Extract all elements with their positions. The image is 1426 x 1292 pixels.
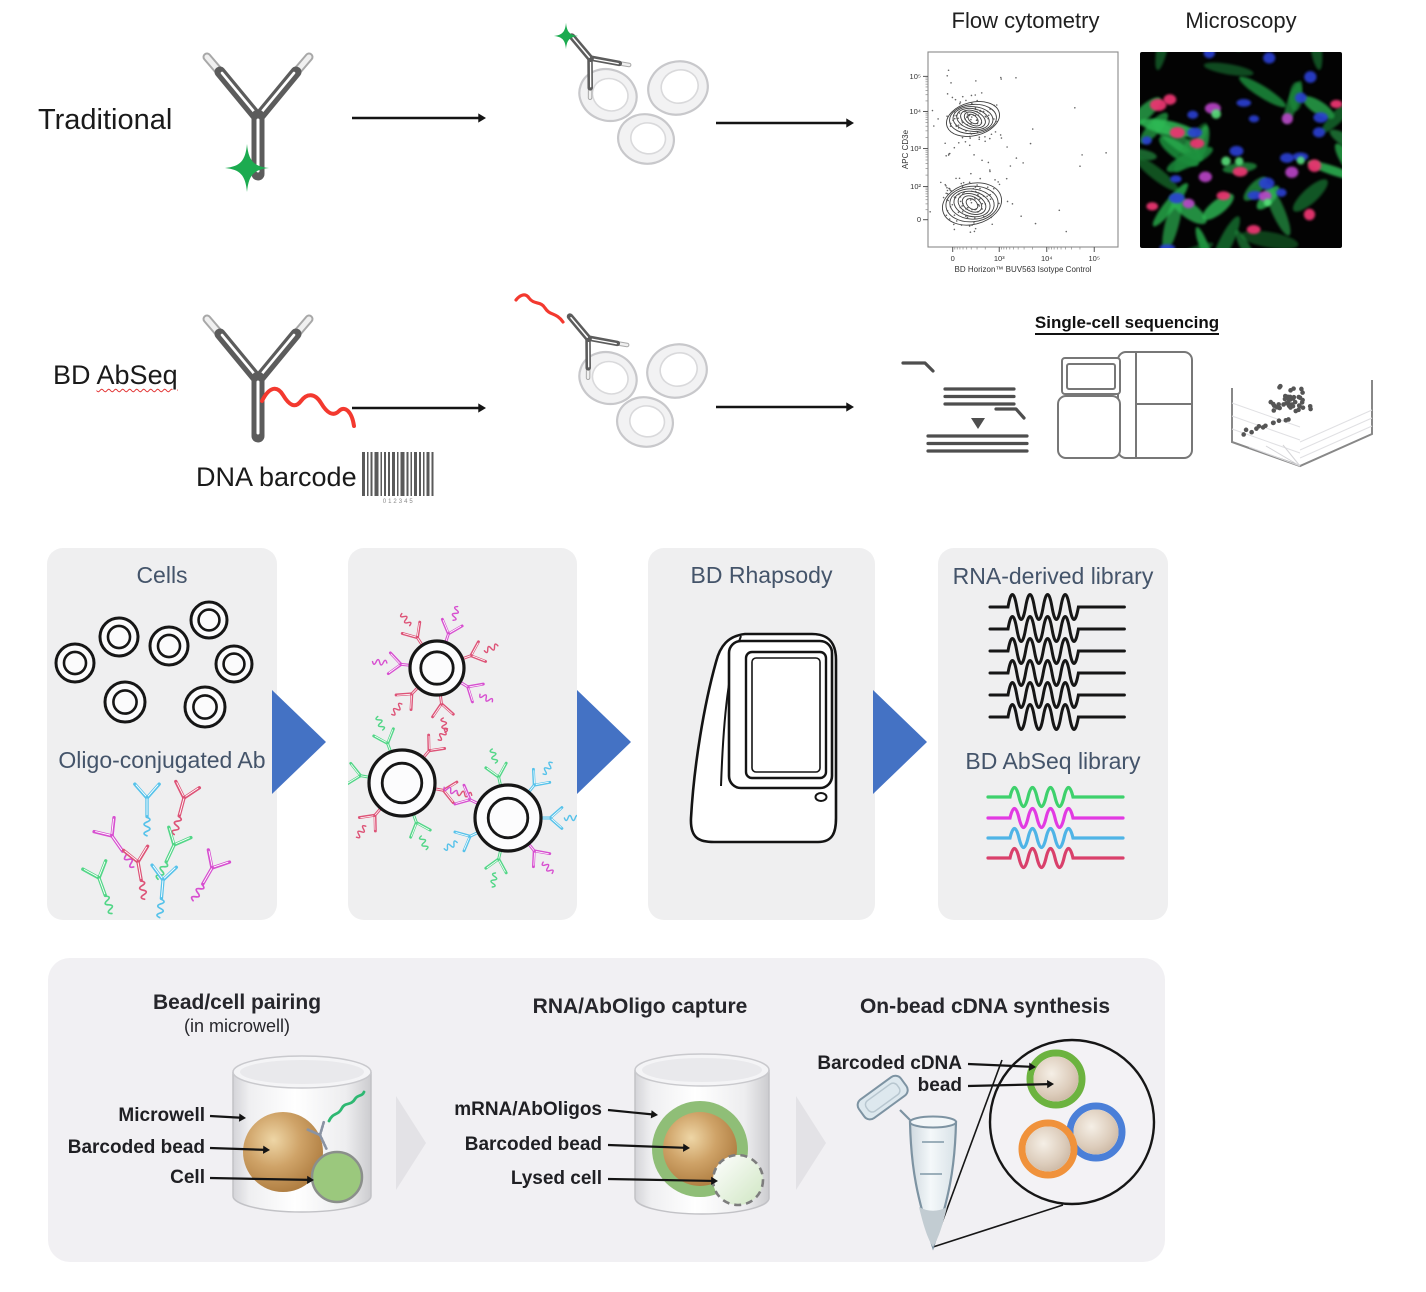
panel-stained-cells: [348, 548, 577, 920]
cell-label: Cell: [170, 1167, 205, 1188]
library-reads-icon: [901, 361, 1029, 453]
rna-derived-library-title: RNA-derived library: [952, 563, 1154, 589]
cell-icon: [615, 396, 675, 448]
antibody-icon: [202, 52, 314, 181]
sequencer-icon: [1057, 351, 1193, 459]
bead-cell-pairing-title: Bead/cell pairing: [152, 991, 322, 1014]
cell-icon: [578, 67, 638, 123]
microscopy-image: [1140, 52, 1342, 248]
cell-cluster: [568, 33, 709, 165]
flow-cytometry-title: Flow cytometry: [951, 8, 1100, 33]
single-cell-sequencing-title: Single-cell sequencing: [1027, 313, 1227, 335]
barcoded-bead-label-2: Barcoded bead: [464, 1134, 602, 1155]
panel-libraries: [938, 548, 1168, 920]
oligo-icon: [260, 386, 356, 428]
svg-text:0: 0: [951, 254, 955, 263]
bead-label: bead: [917, 1075, 962, 1096]
svg-text:10³: 10³: [994, 254, 1005, 263]
cell-icon: [647, 60, 709, 116]
barcoded-bead-label: Barcoded bead: [67, 1137, 205, 1158]
cell-icon: [646, 343, 708, 399]
antibody-icon: [568, 33, 632, 101]
svg-text:10²: 10²: [910, 182, 921, 191]
mrna-aboligos-label: mRNA/AbOligos: [454, 1099, 602, 1120]
antibody-icon: [202, 314, 314, 443]
oligo-conjugated-ab-title: Oligo-conjugated Ab: [58, 747, 266, 773]
in-microwell-subtitle: (in microwell): [183, 1016, 290, 1036]
on-bead-cdna-synthesis-title: On-bead cDNA synthesis: [859, 995, 1111, 1018]
cells-panel-title: Cells: [136, 562, 188, 588]
svg-text:10⁴: 10⁴: [909, 107, 921, 116]
barcoded-cdna-label: Barcoded cDNA: [817, 1053, 962, 1074]
svg-text:10³: 10³: [910, 144, 921, 153]
traditional-row: [202, 52, 314, 181]
svg-text:10⁴: 10⁴: [1041, 254, 1053, 263]
microwell-label: Microwell: [118, 1105, 205, 1126]
svg-text:10⁵: 10⁵: [910, 72, 921, 81]
oligo-icon: [514, 293, 565, 324]
svg-text:0: 0: [917, 215, 921, 224]
traditional-label: Traditional: [38, 104, 173, 136]
svg-text:012345: 012345: [383, 499, 415, 505]
bd-abseq-label: BD AbSeq: [53, 360, 178, 391]
bd-abseq-library-title: BD AbSeq library: [965, 748, 1141, 774]
dna-barcode-label: DNA barcode: [196, 462, 357, 492]
scatter-3d-icon: [1231, 380, 1373, 468]
antibody-icon: [566, 313, 630, 381]
svg-text:BD Horizon™ BUV563 Isotype Con: BD Horizon™ BUV563 Isotype Control: [955, 265, 1092, 274]
bd-text: BD: [53, 360, 91, 390]
arrow-right-icon: [873, 690, 927, 794]
cell-cluster: [514, 293, 708, 448]
rna-aboligo-capture-title: RNA/AbOligo capture: [532, 995, 748, 1018]
panel-cells: [47, 548, 277, 920]
barcode-icon: 012345: [362, 452, 434, 505]
microscopy-title: Microscopy: [1185, 8, 1297, 33]
flow-cytometry-plot: 10⁵ 10⁴ 10³ 10² 0 0 10³ 10⁴ 10⁵ APC CD3e BD Horizo…: [901, 51, 1119, 274]
abseq-text: AbSeq: [96, 360, 178, 390]
bd-rhapsody-title: BD Rhapsody: [690, 562, 833, 588]
arrow-right-icon: [272, 690, 326, 794]
svg-text:APC CD3e: APC CD3e: [901, 129, 910, 169]
cell-icon: [616, 113, 676, 165]
arrow-right-icon: [577, 690, 631, 794]
chevron-right-icon: [396, 1096, 426, 1190]
cell-icon: [578, 350, 638, 406]
svg-text:10⁵: 10⁵: [1089, 254, 1100, 263]
lysed-cell-label: Lysed cell: [510, 1168, 602, 1189]
chevron-right-icon: [796, 1096, 826, 1190]
panel-rhapsody: [648, 548, 875, 920]
